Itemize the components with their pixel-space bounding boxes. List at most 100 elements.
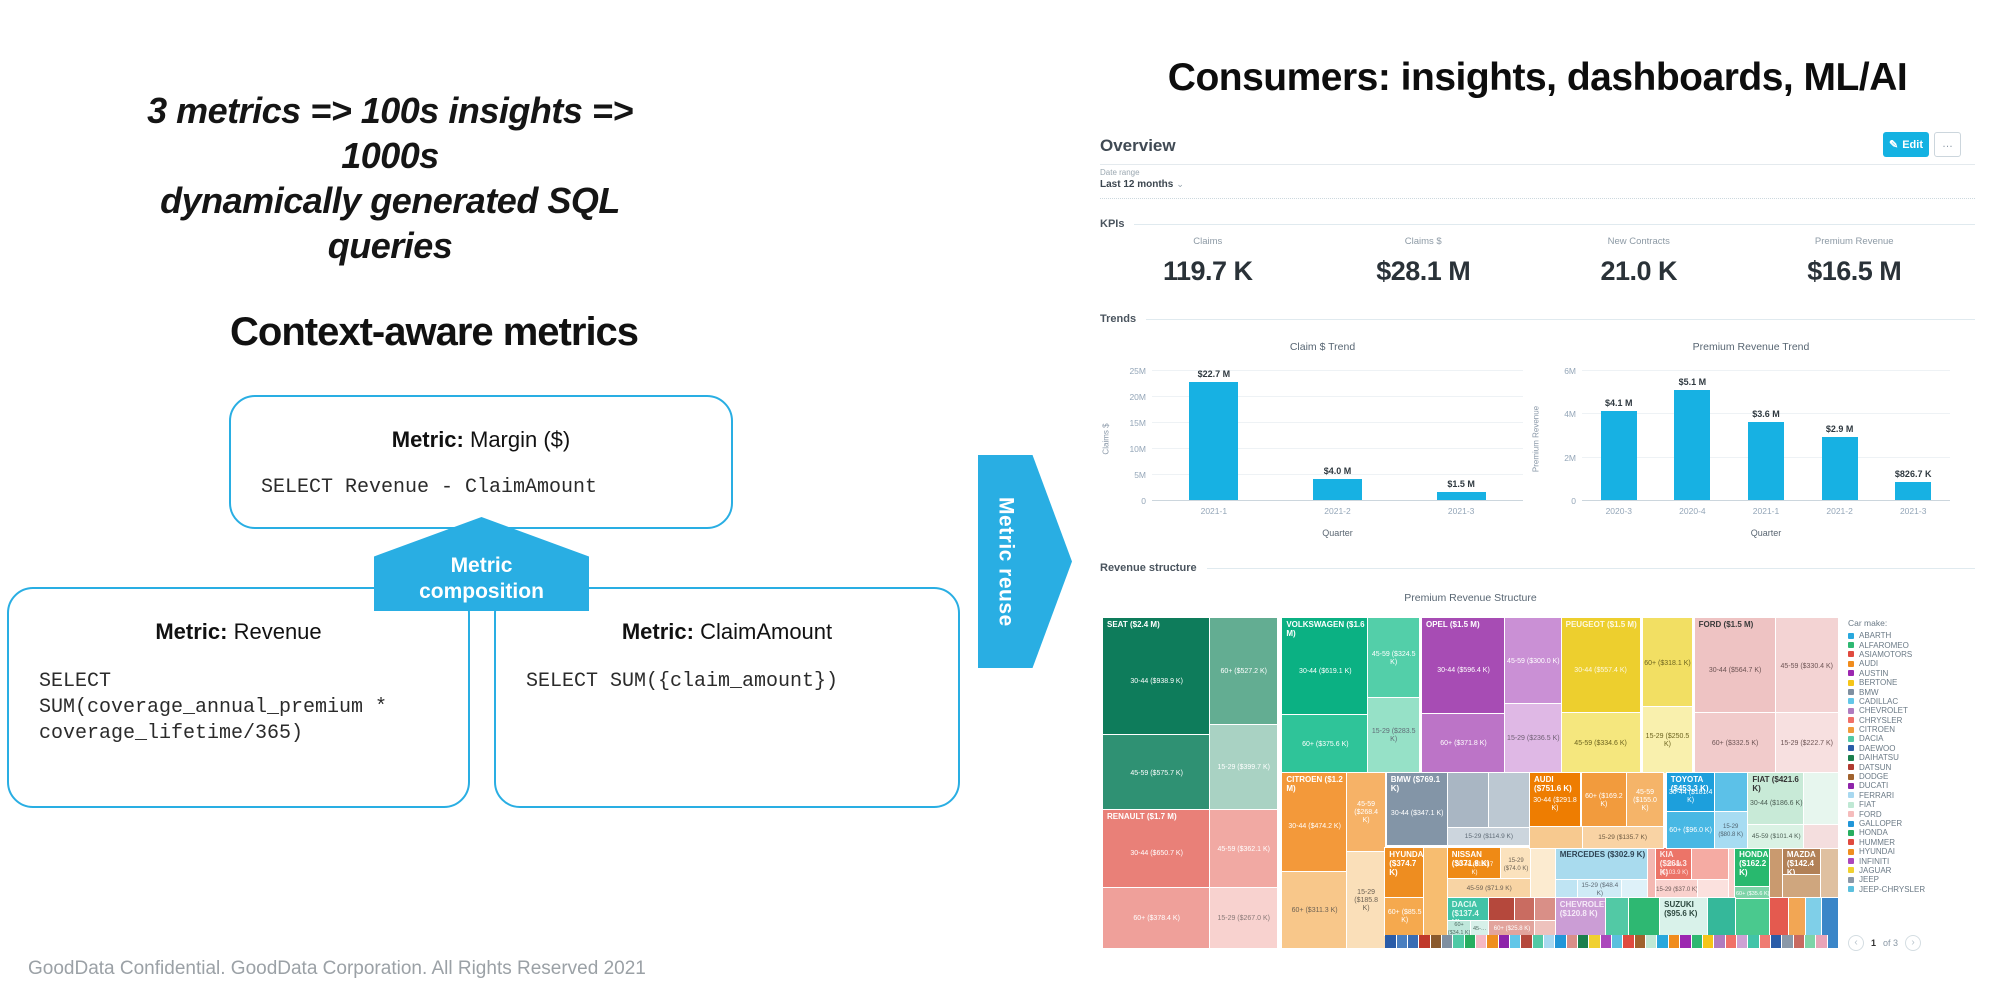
treemap-cell-label: 60+ ($375.6 K) <box>1302 740 1349 748</box>
legend-swatch <box>1848 726 1854 733</box>
date-range-text: Last 12 months <box>1100 179 1174 190</box>
treemap-cell-label: 45-59 ($155.0 K) <box>1633 788 1657 812</box>
bar-value-label: $826.7 K <box>1894 469 1932 480</box>
treemap-cell-45-59-330-4-k: 45-59 ($330.4 K) <box>1774 616 1839 715</box>
legend-item-fiat: FIAT <box>1848 800 1974 809</box>
treemap-cell-45-59-101-4-k: 45-59 ($101.4 K) <box>1747 823 1806 850</box>
edit-button[interactable]: ✎ Edit <box>1883 132 1929 157</box>
treemap-legend: Car make: ABARTH ALFAROMEO ASIAMOTORS AUDI AU… <box>1848 618 1974 894</box>
legend-next-button[interactable]: › <box>1905 935 1922 951</box>
treemap-cell-fill <box>1691 847 1729 881</box>
legend-item-label: DAEWOO <box>1859 743 1896 753</box>
bar-value-label: $4.0 M <box>1323 466 1352 477</box>
legend-swatch <box>1848 886 1854 893</box>
legend-swatch <box>1848 717 1854 724</box>
treemap-cell-ford-1-5-m: FORD ($1.5 M) 30-44 ($564.7 K) <box>1693 616 1777 715</box>
treemap-cell-fill <box>1713 771 1748 813</box>
treemap-cell-label: 30-44 ($619.1 K) <box>1299 667 1352 675</box>
bar-2021-2 <box>1821 437 1858 500</box>
strip-cell <box>1657 934 1668 948</box>
treemap-cell-fill <box>1487 896 1516 922</box>
treemap-cell-label: 15-29 ($135.7 K) <box>1598 834 1648 842</box>
treemap-cell-60-318-1-k: 60+ ($318.1 K) <box>1642 616 1693 709</box>
legend-swatch <box>1848 764 1854 771</box>
strip-cell <box>1623 934 1634 948</box>
treemap-cell-volkswagen-1-6-m: VOLKSWAGEN ($1.6 M) 30-44 ($619.1 K) <box>1281 616 1370 717</box>
treemap-cell-15-29-48-4-k: 15-29 ($48.4 K) <box>1576 879 1623 899</box>
treemap-cell-label: 60+ ($311.3 K) <box>1291 906 1338 914</box>
legend-item-datsun: DATSUN <box>1848 762 1974 772</box>
treemap-cell-label: 30-44 ($557.4 K) <box>1574 666 1627 674</box>
treemap-cell-label: 45-59 ($575.7 K) <box>1130 769 1183 777</box>
treemap-cell-header: FIAT ($421.6 K) <box>1752 774 1799 793</box>
legend-pagination: ‹ 1 of 3 › <box>1848 935 1922 951</box>
treemap-cell-fill <box>1534 919 1557 936</box>
y-tick-label: 4M <box>1564 409 1576 420</box>
dashboard: Overview ✎ Edit … Date range Last 12 mon… <box>1100 130 1975 952</box>
treemap-cell-header: VOLKSWAGEN ($1.6 M) <box>1286 620 1365 638</box>
treemap-cell-header: CHEVROLET ($120.8 K) <box>1559 899 1606 918</box>
header-divider <box>1100 164 1975 165</box>
treemap-cell-label: 45-59 ($71.9 K) <box>1466 885 1512 893</box>
legend-item-label: DUCATI <box>1859 781 1889 791</box>
treemap-cell-header: DACIA ($137.4 K) <box>1451 899 1479 921</box>
legend-item-label: FIAT <box>1859 800 1876 810</box>
claim-trend-chart: Claim $ Trend 25M 20M 15M 10M 5M 0 $22.7 M 2021-… <box>1102 338 1535 540</box>
kpi-value: $16.5 M <box>1807 256 1902 286</box>
treemap-cell-seat-2-4-m: SEAT ($2.4 M) 30-44 ($938.9 K) <box>1101 616 1212 737</box>
treemap-cell-mercedes-302-9-k: MERCEDES ($302.9 K) <box>1554 847 1650 881</box>
strip-cell <box>1748 934 1759 948</box>
strip-cell <box>1578 934 1589 948</box>
strip-cell <box>1407 934 1419 948</box>
treemap-cell-15-29-236-5-k: 15-29 ($236.5 K) <box>1504 703 1563 774</box>
treemap-cell-15-29-37-0-k: 15-29 ($37.0 K) <box>1654 879 1700 899</box>
y-tick-label: 25M <box>1129 366 1146 376</box>
kpi-new-contracts: New Contracts 21.0 K <box>1531 236 1747 287</box>
treemap-cell-label: 45-59 ($334.6 K) <box>1574 739 1627 747</box>
chevron-down-icon: ⌄ <box>1176 179 1184 189</box>
treemap-cell-fill <box>1423 847 1449 936</box>
treemap-cell-fill <box>1697 879 1731 899</box>
kpi-value: 21.0 K <box>1600 256 1678 286</box>
treemap-cell-fill <box>1554 879 1579 899</box>
legend-item-hummer: HUMMER <box>1848 838 1974 847</box>
section-kpis-label: KPIs <box>1100 218 1125 230</box>
edit-button-label: Edit <box>1902 138 1923 151</box>
more-button[interactable]: … <box>1934 132 1961 157</box>
treemap-cell-label: 60+ ($35.6 K) <box>1735 890 1770 897</box>
treemap-cell-60-169-2-k: 60+ ($169.2 K) <box>1581 771 1627 828</box>
treemap-cell-chevrolet-120-8-k: CHEVROLET ($120.8 K) <box>1554 896 1607 936</box>
treemap-cell-fill <box>1728 847 1737 899</box>
treemap-cell-fill <box>1534 896 1557 922</box>
treemap-cell-label: 45-59 ($268.4 K) <box>1354 801 1378 825</box>
legend-item-label: AUSTIN <box>1859 668 1889 678</box>
composition-line-1: Metric <box>450 554 513 577</box>
treemap-cell-fill <box>1788 896 1807 936</box>
x-tick-label: 2021-1 <box>1200 506 1228 516</box>
legend-prev-button[interactable]: ‹ <box>1848 935 1864 951</box>
strip-cell <box>1804 934 1816 948</box>
legend-item-label: DODGE <box>1859 772 1889 782</box>
legend-item-label: DACIA <box>1859 734 1884 744</box>
kpi-claims: Claims 119.7 K <box>1100 236 1316 287</box>
legend-swatch <box>1848 735 1854 742</box>
strip-cell <box>1827 934 1838 948</box>
strip-cell <box>1759 934 1770 948</box>
treemap-cell-label: 30-44 ($564.7 K) <box>1708 666 1762 674</box>
treemap-cell-label: 15-29 ($48.4 K) <box>1581 881 1619 897</box>
x-tick-label: 2021-2 <box>1324 506 1351 516</box>
y-axis-label: Premium Revenue <box>1531 405 1541 473</box>
kpi-premium-revenue: Premium Revenue $16.5 M <box>1747 236 1963 287</box>
legend-item-asiamotors: ASIAMOTORS <box>1848 650 1974 659</box>
legend-item-label: ABARTH <box>1859 631 1892 641</box>
treemap-cell-label: 15-29 ($185.8 K) <box>1354 888 1378 912</box>
legend-item-label: CHEVROLET <box>1859 706 1908 716</box>
treemap-cell-header: TOYOTA ($453.3 K) <box>1670 774 1709 793</box>
strip-cell <box>1532 934 1544 948</box>
treemap-cell-60-375-6-k: 60+ ($375.6 K) <box>1281 714 1370 774</box>
strip-cell <box>1736 934 1748 948</box>
legend-swatch <box>1848 811 1854 818</box>
legend-swatch <box>1848 782 1854 789</box>
date-range-filter[interactable]: Date range Last 12 months ⌄ <box>1100 168 1184 190</box>
gridline: 25M <box>1129 366 1523 376</box>
